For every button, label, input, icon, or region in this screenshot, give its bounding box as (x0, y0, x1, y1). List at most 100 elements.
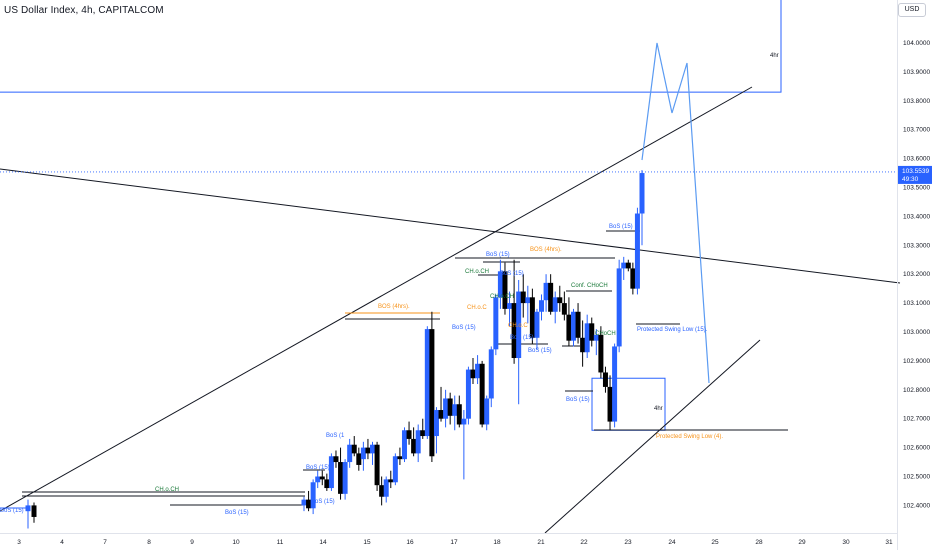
candle-body (602, 372, 608, 387)
candle-body (397, 456, 403, 460)
demand-zone-2 (591, 377, 666, 431)
candle-body (338, 462, 344, 494)
candle-body (557, 297, 563, 304)
annotation-label: Conf. CHoCH (571, 283, 608, 289)
candle-body (507, 303, 513, 309)
candle-body (319, 476, 325, 480)
annotation-label: BoS (15) (311, 499, 335, 505)
candle-body (429, 329, 435, 457)
candle-body (580, 337, 586, 353)
annotation-label: BoS (15) (609, 224, 633, 230)
candle-body (383, 479, 389, 497)
annotation-label: BoS (15) (452, 325, 476, 331)
annotation-label: BoS (15) (528, 348, 552, 354)
annotation-label: CHoCH (595, 331, 616, 337)
candle-body (411, 438, 417, 454)
annotation-label: 4hr (654, 406, 663, 412)
annotation-label: CH.o.C (508, 323, 528, 329)
annotation-label: BOS (4hrs). (530, 247, 562, 253)
price-axis[interactable] (897, 0, 932, 550)
candles-layer (25, 170, 645, 529)
annotation-label: BoS (15) (306, 465, 330, 471)
annotation-label: CH.o.CH (490, 294, 514, 300)
candle-body (315, 476, 321, 483)
candle-body (420, 430, 426, 437)
candle-body (488, 349, 494, 399)
annotation-label: Protected Swing Low (4). (656, 434, 723, 440)
candle-body (342, 462, 348, 494)
candle-body (479, 363, 485, 425)
currency-button[interactable]: USD (898, 3, 926, 17)
candle-body (351, 444, 357, 454)
candle-body (543, 282, 549, 301)
candle-body (433, 410, 439, 437)
candle-body (324, 479, 330, 489)
projection-layer (641, 42, 710, 384)
candle-body (443, 398, 449, 419)
annotation-label: BoS (15) (500, 271, 524, 277)
annotation-label: CH.o.CH (155, 487, 179, 493)
candle-body (401, 430, 407, 460)
trendline-2 (0, 168, 901, 284)
candle-body (566, 314, 572, 341)
candle-body (392, 456, 398, 483)
candle-body (589, 323, 595, 341)
candle-body (502, 271, 508, 309)
candle-body (552, 297, 558, 312)
candle-body (447, 398, 453, 416)
candle-body (607, 386, 613, 422)
candle-body (511, 303, 517, 359)
candle-body (388, 479, 394, 483)
candle-body (438, 410, 444, 419)
candle-body (360, 447, 366, 460)
candle-body (493, 297, 499, 350)
candle-body (570, 311, 576, 341)
candle-body (424, 329, 430, 437)
candle-body (548, 282, 554, 312)
candle-body (301, 499, 307, 506)
annotation-label: BOS (4hrs). (378, 304, 410, 310)
candle-body (634, 213, 640, 289)
candle-body (456, 404, 462, 425)
candle-body (584, 323, 590, 353)
candle-body (534, 311, 540, 338)
candle-body (520, 291, 526, 304)
candle-body (625, 262, 631, 269)
candle-body (621, 262, 627, 269)
candle-body (616, 268, 622, 347)
candle-body (630, 268, 636, 289)
candle-body (25, 505, 31, 512)
annotation-label: CH.o.CH (465, 269, 489, 275)
candle-body (347, 444, 353, 463)
annotation-label: BoS (1 (326, 433, 345, 439)
annotation-label: BoS (15) (225, 510, 249, 516)
candle-body (612, 346, 618, 422)
candle-body (306, 499, 312, 509)
candle-body (475, 363, 481, 379)
candle-body (356, 453, 362, 465)
candle-body (529, 297, 535, 338)
annotation-label: 4hr (770, 53, 779, 59)
candle-body (333, 456, 339, 463)
candle-body (497, 271, 503, 298)
annotations-layer: BoS (15) CH.o.CH BoS (15) BoS (15) BoS (15) B… (0, 53, 779, 516)
candle-body (310, 482, 316, 509)
annotation-label: CH.o.C (467, 305, 487, 311)
chart-title: US Dollar Index, 4h, CAPITALCOM (4, 5, 164, 16)
trendline-1 (0, 86, 753, 512)
candle-body (598, 334, 604, 373)
trendlines-layer (0, 86, 901, 534)
candle-body (406, 430, 412, 439)
candle-body (639, 173, 645, 214)
time-axis[interactable] (0, 533, 897, 550)
projection-path (641, 42, 710, 384)
levels-layer (0, 171, 897, 509)
candle-body (31, 505, 37, 517)
annotation-label: BoS (15) (486, 252, 510, 258)
annotation-label: BoS (15) (566, 397, 590, 403)
candle-body (539, 300, 545, 312)
candle-body (516, 291, 522, 359)
trendline-3 (544, 339, 761, 534)
candle-body (452, 404, 458, 416)
